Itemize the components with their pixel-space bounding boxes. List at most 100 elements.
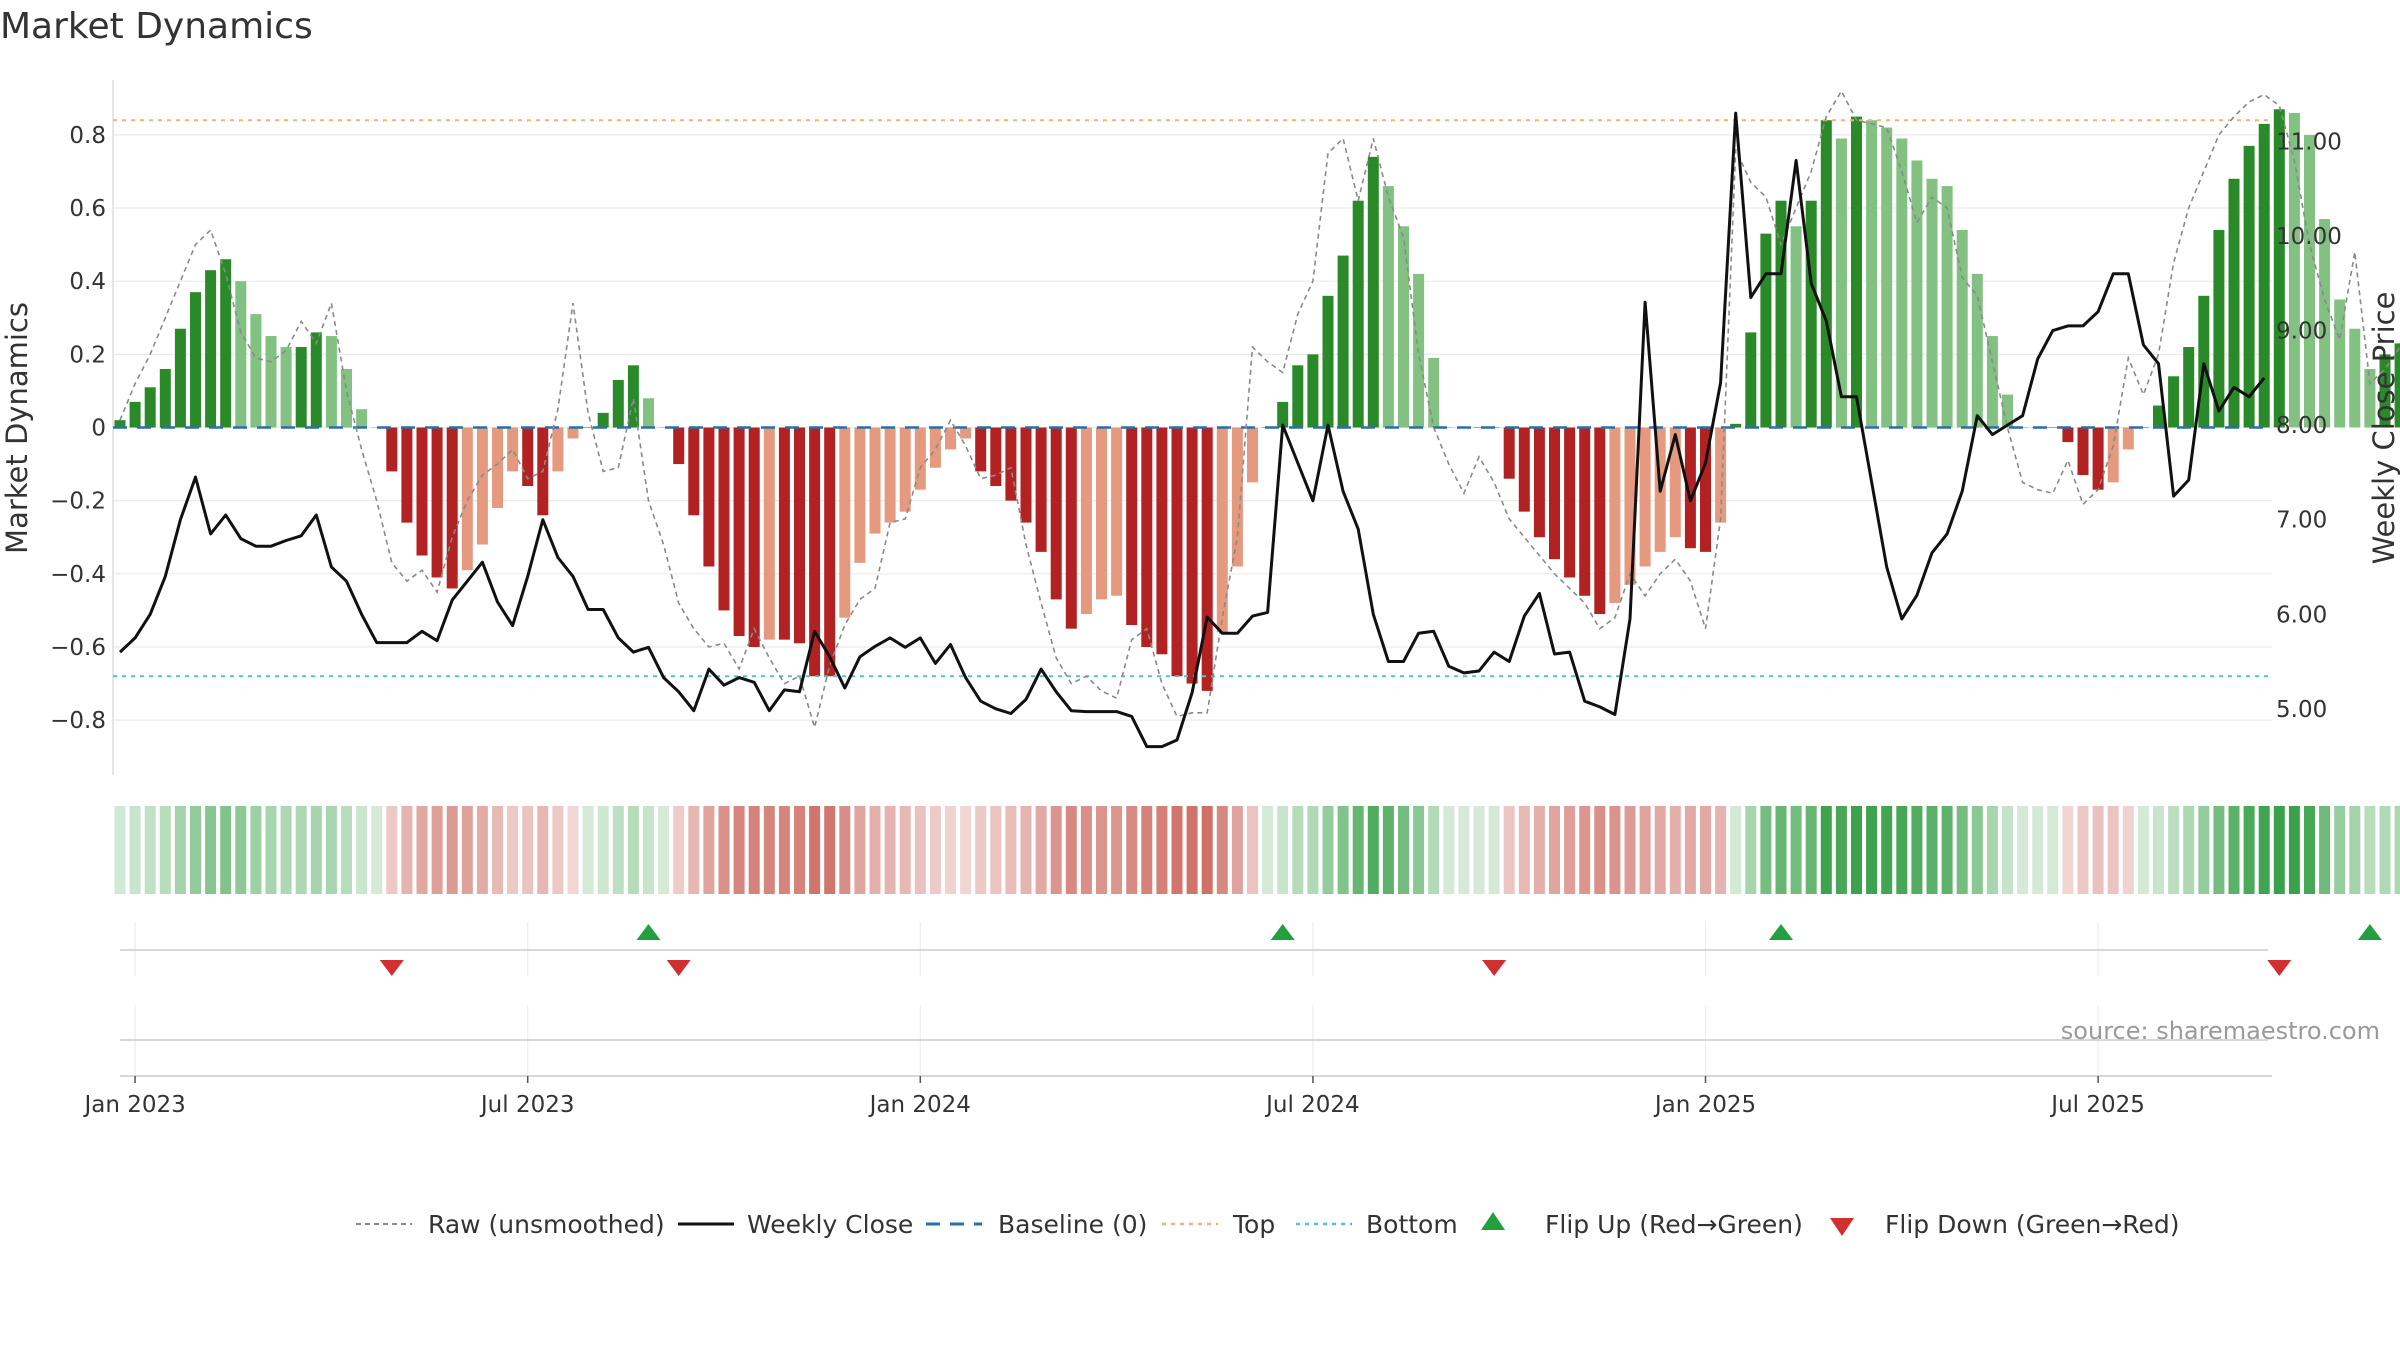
momentum-bar	[1700, 427, 1711, 552]
heat-strip-cell	[1760, 806, 1772, 894]
heat-strip-cell	[643, 806, 654, 894]
x-tick-label: Jan 2023	[82, 1092, 185, 1118]
heat-strip-cell	[1594, 806, 1606, 894]
momentum-bar	[461, 427, 473, 571]
heat-strip-cell	[1443, 806, 1455, 894]
momentum-bar	[310, 332, 322, 428]
heat-strip-cell	[2107, 806, 2119, 894]
heat-strip-cell	[1926, 806, 1938, 894]
momentum-bar	[1292, 365, 1304, 428]
heat-strip-cell	[1564, 806, 1576, 894]
momentum-bar	[235, 281, 247, 428]
heat-strip-cell	[356, 806, 368, 894]
momentum-bar	[295, 347, 307, 428]
momentum-bar	[431, 427, 443, 578]
heat-strip-cell	[1065, 806, 1077, 894]
momentum-bar	[1322, 295, 1334, 428]
momentum-bar	[1926, 178, 1938, 428]
heat-strip-cell	[960, 806, 972, 894]
right-tick-label: 10.00	[2276, 224, 2342, 250]
momentum-bar	[1050, 427, 1062, 600]
heat-strip-cell	[129, 806, 141, 894]
momentum-bar	[824, 427, 836, 677]
x-tick-label: Jul 2025	[2049, 1092, 2145, 1118]
momentum-bar	[1443, 427, 1455, 428]
momentum-bar	[1594, 427, 1606, 615]
heat-strip-cell	[144, 806, 156, 894]
heat-strip-cell	[1549, 806, 1560, 894]
heat-strip-cell	[1730, 806, 1742, 894]
heat-strip-cell	[1262, 806, 1274, 894]
heat-strip-cell	[1337, 806, 1349, 894]
heat-strip-cell	[1835, 806, 1847, 894]
momentum-bar	[1352, 200, 1364, 428]
heat-strip-cell	[1428, 806, 1440, 894]
momentum-bar	[2228, 178, 2240, 428]
heat-strip-cell	[1156, 806, 1168, 894]
momentum-bars	[114, 109, 2400, 691]
legend-bottom-label: Bottom	[1366, 1210, 1458, 1239]
heat-strip-cell	[748, 806, 760, 894]
heat-strip-cell	[416, 806, 428, 894]
right-axis-label: Weekly Close Price	[2367, 292, 2400, 565]
momentum-bar	[718, 427, 730, 611]
momentum-bar	[1171, 427, 1183, 677]
heat-strip-cell	[2032, 806, 2044, 894]
momentum-bar	[2137, 427, 2149, 428]
heat-strip-cell	[929, 806, 941, 894]
momentum-bar	[1141, 427, 1153, 647]
momentum-bar	[1201, 427, 1213, 691]
heat-strip-cell	[1609, 806, 1621, 894]
momentum-bar	[899, 427, 911, 512]
momentum-bar	[839, 427, 851, 618]
momentum-bar	[1820, 120, 1832, 428]
heat-strip-cell	[884, 806, 896, 894]
momentum-bar	[1156, 427, 1168, 655]
right-tick-label: 7.00	[2276, 508, 2327, 534]
heat-strip-cell	[1971, 806, 1983, 894]
left-tick-label: −0.2	[50, 489, 106, 515]
heat-strip-cell	[2077, 806, 2089, 894]
heat-strip-cell	[2047, 806, 2059, 894]
heat-strip-cell	[522, 806, 534, 894]
flip-up-marker	[1270, 924, 1295, 940]
flip-down-marker	[379, 960, 404, 976]
momentum-bar	[582, 427, 594, 428]
momentum-bar	[1790, 226, 1802, 428]
heat-strip-cell	[1533, 806, 1545, 894]
momentum-bar	[1533, 427, 1545, 538]
momentum-bar	[748, 427, 760, 647]
momentum-bar	[1428, 358, 1440, 428]
momentum-bar	[2304, 134, 2315, 428]
heat-strip-cell	[205, 806, 217, 894]
momentum-bar	[688, 427, 700, 516]
heat-strip-cell	[2319, 806, 2331, 894]
momentum-bar	[1382, 186, 1394, 428]
momentum-bar	[2107, 427, 2119, 483]
heat-strip-cell	[114, 806, 126, 894]
heat-strip-cell	[975, 806, 987, 894]
raw-unsmoothed-line	[119, 89, 2400, 731]
heat-strip-cell	[2258, 806, 2270, 894]
momentum-bar	[703, 427, 715, 567]
heat-strip-cell	[1292, 806, 1304, 894]
heat-strip-cell	[1941, 806, 1953, 894]
legend: Raw (unsmoothed) Weekly Close Baseline (…	[356, 1210, 2180, 1239]
momentum-bar	[1473, 427, 1485, 428]
momentum-bar	[2168, 376, 2180, 428]
heat-strip-cell	[461, 806, 473, 894]
heat-strip-cell	[2288, 806, 2300, 894]
heat-strip-cell	[2228, 806, 2240, 894]
momentum-bar	[1639, 427, 1651, 567]
momentum-bar	[1760, 233, 1772, 428]
legend-raw-label: Raw (unsmoothed)	[428, 1210, 665, 1239]
momentum-bar	[1277, 401, 1289, 428]
momentum-bar	[2077, 427, 2089, 476]
momentum-bar	[1065, 427, 1077, 629]
heat-strip-cell	[1956, 806, 1968, 894]
right-tick-label: 5.00	[2276, 697, 2327, 723]
heat-strip-cell	[1035, 806, 1047, 894]
momentum-bar	[1684, 427, 1696, 549]
momentum-bar	[2047, 427, 2059, 428]
heat-strip-cell	[2183, 806, 2195, 894]
